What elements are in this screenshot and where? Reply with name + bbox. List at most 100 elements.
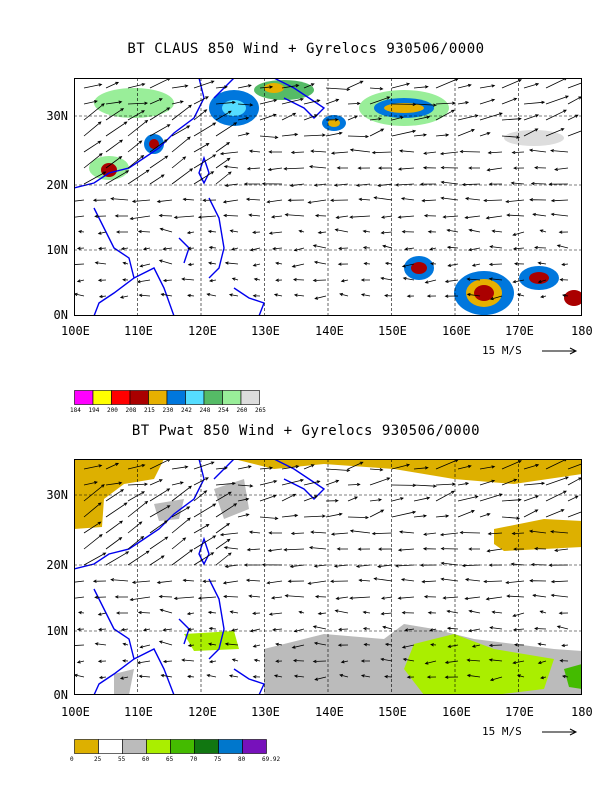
wind-vector [397,548,415,552]
wind-vector [501,117,522,121]
wind-vector [248,213,261,217]
wind-vector [523,128,539,137]
wind-vector [105,481,123,486]
panel1-xtick-170e: 170E [505,324,534,338]
wind-vector [97,612,107,616]
panel1-ytick-20n: 20N [46,178,68,192]
wind-vector [530,562,547,567]
wind-vector [127,101,149,105]
wind-vector [391,463,411,470]
wind-vector [94,261,107,265]
wind-vector [505,199,525,204]
wind-vector [105,489,125,502]
wind-vector [252,263,261,267]
wind-vector [349,529,371,534]
wind-vector [208,626,217,631]
wind-vector [94,214,107,218]
wind-vector [115,611,128,615]
wind-vector [444,675,459,679]
wind-vector [357,547,371,551]
wind-vector [406,675,415,679]
wind-vector [215,481,236,486]
wind-vector [335,596,349,600]
wind-vector [380,596,393,600]
wind-vector [559,278,569,282]
wind-vector [440,180,459,185]
wind-vector [442,215,459,219]
wind-vector [275,642,283,647]
wind-vector [357,166,371,170]
wind-vector [424,279,437,284]
wind-vector [510,562,525,566]
wind-vector [127,140,143,153]
colorbar-swatch [92,390,112,405]
colorbar-tick-label: 55 [118,756,126,763]
wind-vector [413,103,437,107]
wind-vector [391,116,404,121]
wind-vector [413,484,437,488]
wind-vector [253,658,261,663]
wind-vector [466,277,481,281]
wind-vector [149,155,169,169]
wind-vector [252,230,261,234]
wind-vector [406,294,415,298]
wind-vector [187,246,195,250]
panel2-xtick-160e: 160E [442,705,471,719]
panel2-title: BT Pwat 850 Wind + Gyrelocs 930506/0000 [131,423,481,439]
colorbar-swatch [242,739,267,754]
wind-vector [440,546,459,551]
wind-vector [228,293,239,297]
wind-vector [537,642,547,646]
colorbar-tick-label: 184 [70,407,81,414]
wind-vector [382,625,393,630]
panel2-xtick-120e: 120E [188,705,217,719]
wind-vector [193,503,217,518]
panel1-vector-scale-arrow [542,347,578,355]
wind-vector [193,535,217,550]
wind-vector [293,277,305,282]
wind-vector [270,596,283,600]
wind-vector [171,506,191,518]
wind-vector [187,262,195,267]
wind-vector [110,197,129,201]
wind-vector [74,643,85,648]
wind-vector [105,155,123,169]
wind-vector [330,532,349,536]
wind-vector [444,279,459,283]
wind-vector [413,466,429,470]
panel2-wind-vectors [74,459,582,682]
colorbar-swatch [74,390,94,405]
wind-vector [479,479,496,486]
wind-vector [252,675,261,679]
wind-vector [567,511,582,518]
wind-vector [340,279,349,283]
wind-vector [413,133,428,137]
wind-vector [281,97,304,105]
wind-vector [380,657,393,662]
colorbar-tick-label: 208 [125,407,137,414]
wind-vector [275,261,283,266]
wind-vector [83,171,107,185]
panel2-xtick-100e: 100E [61,705,90,719]
wind-vector [159,608,173,614]
wind-vector [237,465,252,470]
wind-vector [363,643,371,647]
wind-vector [391,510,417,518]
wind-vector [421,580,437,584]
wind-vector [74,596,85,599]
wind-vector [391,497,404,502]
wind-vector [273,674,283,678]
wind-vector [457,83,472,89]
wind-vector [97,278,107,282]
wind-vector [506,213,525,217]
wind-vector [127,550,150,566]
wind-vector [281,465,300,470]
colorbar-swatch [194,739,219,754]
wind-vector [461,563,481,568]
wind-vector [197,215,217,219]
wind-vector [127,500,149,518]
wind-vector [400,197,415,201]
wind-vector [339,673,349,678]
wind-vector [293,658,305,663]
wind-vector [540,675,547,680]
